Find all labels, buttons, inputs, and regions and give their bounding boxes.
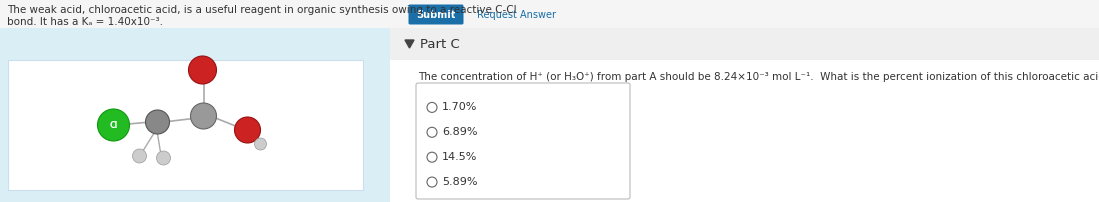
Text: 1.70%: 1.70% — [442, 102, 477, 112]
Polygon shape — [406, 40, 414, 48]
Circle shape — [98, 109, 130, 141]
FancyBboxPatch shape — [390, 0, 1099, 202]
Circle shape — [156, 151, 170, 165]
Circle shape — [428, 102, 437, 112]
Text: Request Answer: Request Answer — [477, 9, 556, 20]
FancyBboxPatch shape — [0, 0, 1099, 28]
Text: 6.89%: 6.89% — [442, 127, 477, 137]
Text: 14.5%: 14.5% — [442, 152, 477, 162]
Circle shape — [234, 117, 260, 143]
FancyBboxPatch shape — [390, 28, 1099, 60]
FancyBboxPatch shape — [8, 60, 363, 190]
Circle shape — [255, 138, 266, 150]
FancyBboxPatch shape — [0, 0, 390, 202]
FancyBboxPatch shape — [417, 83, 630, 199]
Circle shape — [133, 149, 146, 163]
Text: The concentration of H⁺ (or H₃O⁺) from part A should be 8.24×10⁻³ mol L⁻¹.  What: The concentration of H⁺ (or H₃O⁺) from p… — [418, 72, 1099, 82]
Circle shape — [190, 103, 217, 129]
Circle shape — [189, 56, 217, 84]
FancyBboxPatch shape — [409, 4, 464, 24]
Circle shape — [428, 152, 437, 162]
Text: Submit: Submit — [417, 9, 456, 20]
Text: The weak acid, chloroacetic acid, is a useful reagent in organic synthesis owing: The weak acid, chloroacetic acid, is a u… — [7, 5, 517, 15]
Circle shape — [428, 127, 437, 137]
Text: Cl: Cl — [110, 121, 118, 129]
Circle shape — [428, 177, 437, 187]
Text: Part C: Part C — [420, 38, 459, 50]
Text: bond. It has a Kₐ = 1.40x10⁻³.: bond. It has a Kₐ = 1.40x10⁻³. — [7, 17, 163, 27]
Circle shape — [145, 110, 169, 134]
Text: 5.89%: 5.89% — [442, 177, 477, 187]
